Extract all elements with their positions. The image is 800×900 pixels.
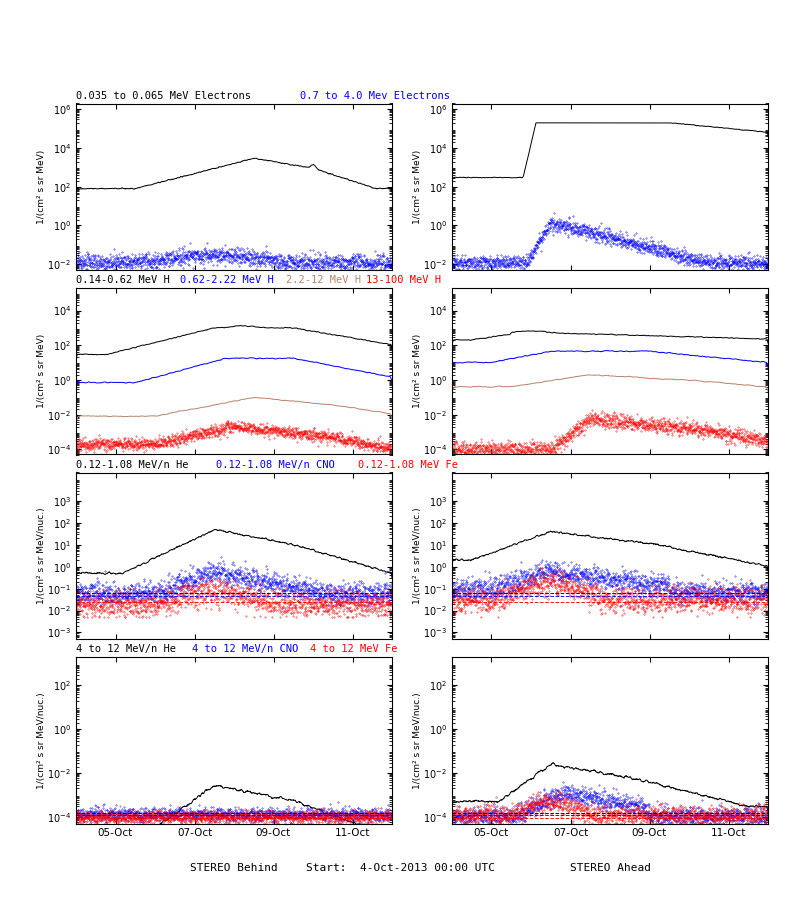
Y-axis label: 1/(cm² s sr MeV): 1/(cm² s sr MeV) [37, 334, 46, 409]
Text: STEREO Ahead: STEREO Ahead [570, 863, 650, 873]
Text: 0.14-0.62 MeV H: 0.14-0.62 MeV H [76, 275, 170, 285]
Y-axis label: 1/(cm² s sr MeV/nuc.): 1/(cm² s sr MeV/nuc.) [413, 508, 422, 604]
Text: 0.7 to 4.0 Mev Electrons: 0.7 to 4.0 Mev Electrons [300, 91, 450, 101]
Text: 0.12-1.08 MeV/n CNO: 0.12-1.08 MeV/n CNO [216, 460, 334, 470]
Text: 2.2-12 MeV H: 2.2-12 MeV H [286, 275, 361, 285]
Y-axis label: 1/(cm² s sr MeV): 1/(cm² s sr MeV) [37, 149, 46, 224]
Text: 13-100 MeV H: 13-100 MeV H [366, 275, 442, 285]
Text: 4 to 12 MeV Fe: 4 to 12 MeV Fe [310, 644, 397, 654]
Text: 4 to 12 MeV/n He: 4 to 12 MeV/n He [76, 644, 176, 654]
Text: Start:  4-Oct-2013 00:00 UTC: Start: 4-Oct-2013 00:00 UTC [306, 863, 494, 873]
Y-axis label: 1/(cm² s sr MeV): 1/(cm² s sr MeV) [413, 334, 422, 409]
Y-axis label: 1/(cm² s sr MeV/nuc.): 1/(cm² s sr MeV/nuc.) [37, 692, 46, 788]
Text: 0.62-2.22 MeV H: 0.62-2.22 MeV H [180, 275, 274, 285]
Y-axis label: 1/(cm² s sr MeV): 1/(cm² s sr MeV) [413, 149, 422, 224]
Text: 4 to 12 MeV/n CNO: 4 to 12 MeV/n CNO [192, 644, 298, 654]
Y-axis label: 1/(cm² s sr MeV/nuc.): 1/(cm² s sr MeV/nuc.) [413, 692, 422, 788]
Text: 0.12-1.08 MeV Fe: 0.12-1.08 MeV Fe [358, 460, 458, 470]
Text: 0.035 to 0.065 MeV Electrons: 0.035 to 0.065 MeV Electrons [76, 91, 251, 101]
Text: 0.12-1.08 MeV/n He: 0.12-1.08 MeV/n He [76, 460, 189, 470]
Text: STEREO Behind: STEREO Behind [190, 863, 278, 873]
Y-axis label: 1/(cm² s sr MeV/nuc.): 1/(cm² s sr MeV/nuc.) [37, 508, 46, 604]
